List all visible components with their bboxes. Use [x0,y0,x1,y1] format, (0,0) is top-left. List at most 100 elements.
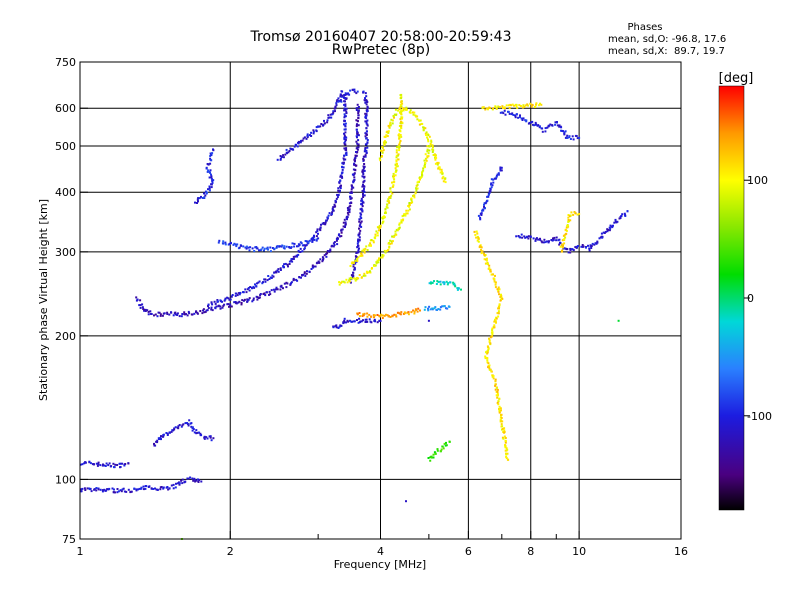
data-point [141,303,144,306]
data-point [424,162,427,164]
data-point [436,280,439,283]
data-point [335,324,338,327]
data-point [515,235,518,238]
data-point [337,187,340,190]
data-point [564,130,567,133]
data-point [356,260,359,262]
data-point [595,242,598,245]
data-point [502,437,505,440]
data-point [285,286,288,289]
data-point [609,227,612,230]
data-point [394,167,397,170]
data-point [390,240,393,243]
data-point [336,243,339,246]
data-point [204,190,207,193]
data-point [349,89,352,92]
y-tick-label: 750 [55,56,76,69]
data-point [567,214,570,216]
data-point [291,148,294,151]
data-point [344,138,347,141]
data-point [424,157,427,160]
data-point [263,249,265,252]
data-point [534,238,537,241]
data-point [173,427,176,430]
data-point [419,309,421,312]
data-point [359,254,362,257]
data-point [544,130,547,133]
data-point [548,124,551,127]
data-point [310,135,313,137]
data-point [555,239,558,242]
data-point [416,183,419,186]
data-point [403,108,406,110]
data-point [507,104,510,107]
data-point [211,181,214,184]
data-point [406,212,409,215]
data-point [301,139,304,142]
data-point [497,400,500,403]
data-point [153,444,156,447]
data-point [281,244,284,247]
data-point [329,248,332,251]
data-point [499,418,502,421]
data-point [427,309,430,312]
data-point [245,245,248,248]
data-point [194,480,197,483]
data-point [569,219,572,222]
data-point [303,248,306,251]
data-point [477,214,480,217]
data-point [486,195,489,198]
data-point [354,279,357,282]
data-point [366,312,369,315]
data-point [362,159,365,162]
data-point [363,191,366,193]
data-point [165,432,168,434]
data-point [343,116,346,119]
data-point [188,312,191,315]
data-point [442,175,445,178]
data-point [116,491,119,494]
data-point [356,276,358,279]
data-point [535,123,538,126]
data-point [338,233,341,236]
data-point [275,286,278,289]
data-point [385,141,387,144]
data-point [609,224,612,227]
data-point [440,168,443,171]
data-point [379,227,381,230]
data-point [306,133,309,136]
data-point [212,149,215,152]
data-point [531,120,534,123]
x-tick-label: 4 [377,545,384,558]
data-point [331,244,334,247]
data-point [480,212,483,215]
data-point [342,221,345,224]
data-point [263,247,266,250]
data-point [562,130,564,133]
data-point [485,107,488,110]
data-point [101,464,104,467]
data-point [494,318,497,321]
data-point [506,458,509,461]
data-point [386,203,389,206]
data-point [99,488,102,491]
data-point [159,488,162,491]
data-point [479,216,482,219]
data-point [505,455,508,458]
data-point [195,429,198,432]
data-point [198,197,201,200]
data-point [486,352,489,355]
data-point [513,104,515,107]
data-point [364,132,367,135]
data-point [547,241,550,244]
data-point [550,239,553,241]
data-point [200,434,203,437]
data-point [442,180,445,183]
data-point [562,247,565,250]
data-point [323,119,325,122]
data-point [434,158,437,161]
data-point [478,246,481,249]
data-point [606,230,609,233]
data-point [495,174,498,177]
data-point [516,106,519,109]
